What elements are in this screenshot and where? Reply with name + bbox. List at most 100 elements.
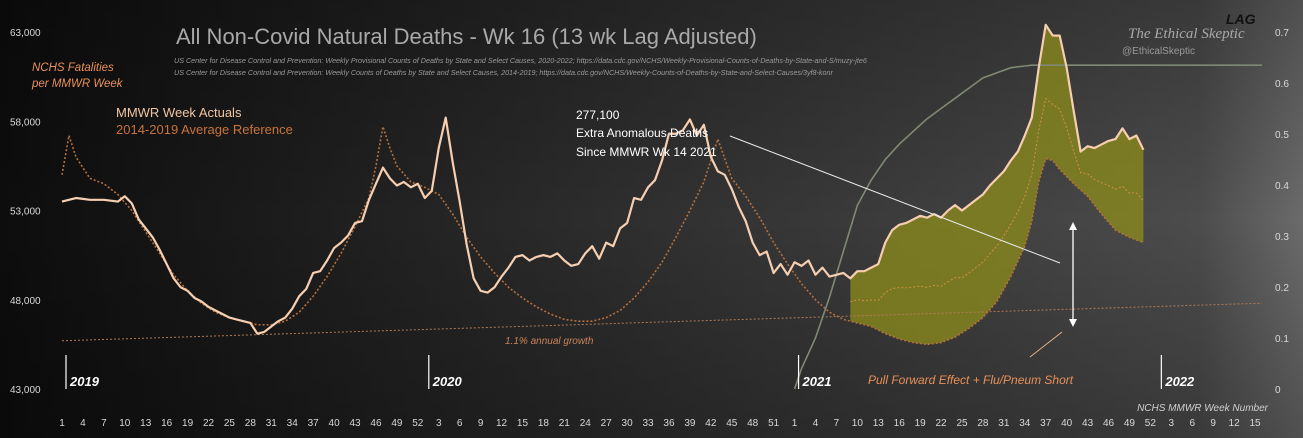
x-tick-label: 3 (1169, 418, 1175, 429)
x-tick-label: 48 (747, 418, 759, 429)
x-tick-label: 13 (140, 418, 152, 429)
x-tick-label: 16 (894, 418, 906, 429)
x-tick-label: 52 (412, 418, 424, 429)
y-tick-label: 43,000 (10, 385, 41, 396)
x-tick-label: 49 (1124, 418, 1136, 429)
x-tick-label: 36 (663, 418, 675, 429)
x-tick-label: 31 (998, 418, 1010, 429)
x-tick-label: 13 (873, 418, 885, 429)
x-tick-label: 51 (768, 418, 780, 429)
y-axis-label-line1: NCHS Fatalities (32, 62, 114, 74)
x-tick-label: 37 (308, 418, 320, 429)
x-tick-label: 52 (1145, 418, 1157, 429)
y-tick-label: 63,000 (10, 28, 41, 39)
pull-forward-annotation: Pull Forward Effect + Flu/Pneum Short (868, 373, 1074, 387)
extra-deaths-line2: Since MMWR Wk 14 2021 (576, 145, 717, 159)
x-tick-label: 10 (852, 418, 864, 429)
brand-name: The Ethical Skeptic (1128, 26, 1245, 42)
x-tick-label: 6 (457, 418, 463, 429)
y-tick-label: 53,000 (10, 207, 41, 218)
actual-series-layer (61, 23, 1145, 335)
lag-axis-title: LAG (1226, 11, 1256, 27)
x-tick-label: 25 (224, 418, 236, 429)
y-tick-label: 48,000 (10, 296, 41, 307)
excess-deaths-area (850, 24, 1144, 345)
x-tick-label: 46 (370, 418, 382, 429)
x-tick-label: 27 (601, 418, 613, 429)
y2-tick-label: 0.3 (1275, 232, 1289, 243)
x-tick-label: 39 (684, 418, 696, 429)
x-tick-label: 10 (119, 418, 131, 429)
y-tick-label: 58,000 (10, 117, 41, 128)
x-tick-label: 25 (956, 418, 968, 429)
year-marker-label: 2019 (69, 374, 100, 389)
excess-deaths-fill (850, 24, 1144, 345)
reference-series-line (61, 126, 1144, 346)
legend-reference: 2014-2019 Average Reference (116, 122, 293, 137)
x-tick-label: 21 (559, 418, 571, 429)
x-tick-label: 43 (1082, 418, 1094, 429)
year-marker-layer: 2019 2020 2021 2022 (65, 355, 1195, 389)
lag-series-line (793, 64, 1262, 390)
x-tick-label: 40 (1061, 418, 1073, 429)
x-axis-label: NCHS MMWR Week Number (1137, 403, 1269, 414)
x-tick-label: 19 (182, 418, 194, 429)
x-tick-label: 15 (1249, 418, 1261, 429)
x-tick-label: 6 (1189, 418, 1195, 429)
x-tick-label: 7 (101, 418, 107, 429)
x-tick-label: 30 (622, 418, 634, 429)
x-tick-label: 49 (391, 418, 403, 429)
chart-title: All Non-Covid Natural Deaths - Wk 16 (13… (176, 24, 757, 49)
growth-annotation: 1.1% annual growth (505, 336, 594, 347)
x-tick-label: 31 (266, 418, 278, 429)
x-tick-label: 19 (915, 418, 927, 429)
x-tick-label: 43 (349, 418, 361, 429)
x-tick-label: 3 (436, 418, 442, 429)
extra-deaths-value: 277,100 (576, 108, 620, 122)
x-tick-label: 24 (580, 418, 592, 429)
pull-forward-pointer (1029, 331, 1063, 358)
year-marker-label: 2022 (1164, 374, 1195, 389)
lag-series-layer (793, 64, 1262, 390)
y2-tick-label: 0.4 (1275, 181, 1289, 192)
x-tick-label: 42 (705, 418, 717, 429)
x-tick-label: 4 (80, 418, 86, 429)
x-tick-label: 9 (478, 418, 484, 429)
legend-actual: MMWR Week Actuals (116, 105, 242, 120)
y-axis-label-line2: per MMWR Week (31, 78, 124, 90)
x-tick-label: 34 (287, 418, 299, 429)
y2-tick-label: 0.7 (1275, 28, 1289, 39)
source-note-1: US Center for Disease Control and Preven… (174, 56, 867, 65)
x-tick-label: 18 (538, 418, 550, 429)
grid-layer: 43,000 48,000 53,000 58,000 63,000 0 0.1 0.2 0.3… (10, 28, 1289, 429)
x-tick-label: 45 (726, 418, 738, 429)
actual-series-line (61, 23, 1145, 335)
x-tick-label: 34 (1019, 418, 1031, 429)
extra-deaths-pointer (729, 135, 1061, 264)
x-tick-label: 46 (1103, 418, 1115, 429)
x-tick-label: 22 (203, 418, 215, 429)
x-tick-label: 12 (1229, 418, 1241, 429)
x-tick-label: 40 (329, 418, 341, 429)
y2-tick-label: 0.6 (1275, 79, 1289, 90)
y2-tick-label: 0.1 (1275, 334, 1289, 345)
year-marker-label: 2020 (432, 374, 463, 389)
extra-deaths-line1: Extra Anomalous Deaths (576, 126, 708, 140)
x-tick-label: 28 (977, 418, 989, 429)
x-tick-label: 37 (1040, 418, 1052, 429)
excess-range-arrow (1069, 222, 1077, 327)
x-tick-label: 1 (59, 418, 65, 429)
x-tick-label: 33 (642, 418, 654, 429)
x-tick-label: 9 (1210, 418, 1216, 429)
source-note-2: US Center for Disease Control and Preven… (174, 68, 834, 77)
trend-line-layer (61, 302, 1263, 342)
x-tick-label: 22 (936, 418, 948, 429)
y2-tick-label: 0.5 (1275, 130, 1289, 141)
year-marker-label: 2021 (802, 374, 832, 389)
y2-tick-label: 0.2 (1275, 283, 1289, 294)
x-tick-label: 12 (496, 418, 508, 429)
brand-handle: @EthicalSkeptic (1122, 46, 1195, 57)
x-tick-label: 16 (161, 418, 173, 429)
